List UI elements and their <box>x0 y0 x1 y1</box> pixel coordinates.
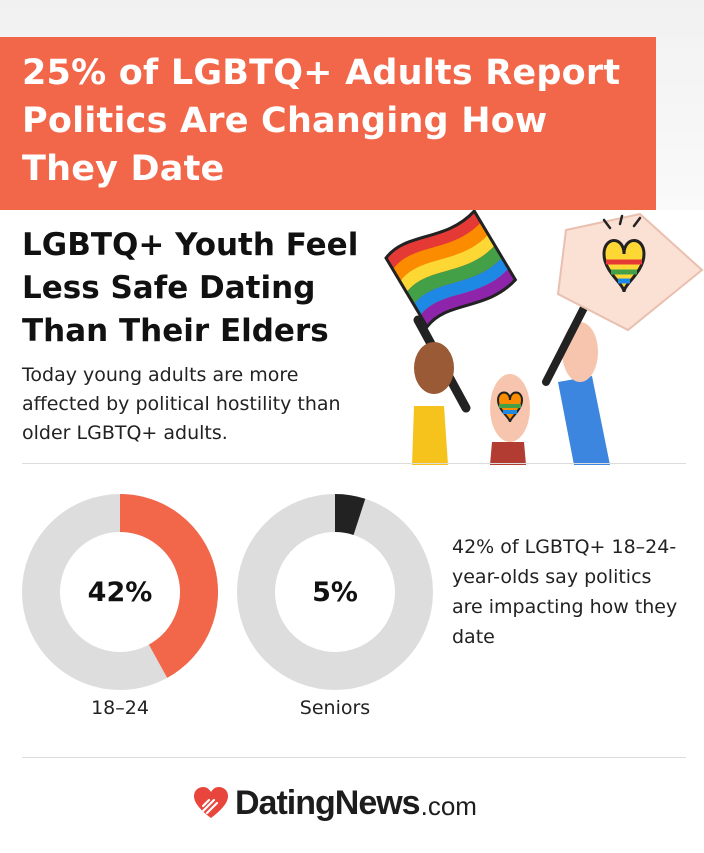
donut-value-label: 42% <box>87 576 153 608</box>
pride-illustration <box>384 210 704 465</box>
donut-slice-18-24 <box>119 494 218 678</box>
divider <box>22 463 686 464</box>
heart-logo-icon <box>194 787 228 818</box>
banner-title: 25% of LGBTQ+ Adults Report Politics Are… <box>22 53 621 189</box>
stat-caption: 42% of LGBTQ+ 18–24-year-olds say politi… <box>452 536 678 648</box>
donut-category-label: 18–24 <box>91 697 149 719</box>
rainbow-heart-icon <box>496 391 524 423</box>
divider <box>22 757 686 758</box>
donut-slice-seniors <box>334 494 366 536</box>
heart-sign-icon <box>556 212 704 332</box>
donut-chart-18-24: 42% <box>22 494 218 690</box>
section-subhead: Today young adults are more affected by … <box>22 364 341 444</box>
donut-chart-seniors: 5% <box>237 494 433 690</box>
brand-logo[interactable]: DatingNews .com <box>193 781 477 825</box>
donut-svg <box>22 494 218 690</box>
donut-value-label: 5% <box>312 576 358 608</box>
title-banner: 25% of LGBTQ+ Adults Report Politics Are… <box>0 37 656 210</box>
section-headline: LGBTQ+ Youth Feel Less Safe Dating Than … <box>22 227 359 349</box>
brand-name: DatingNews <box>235 783 421 822</box>
donut-category-label: Seniors <box>299 697 371 719</box>
brand-suffix: .com <box>420 790 477 821</box>
rainbow-flag-icon <box>384 210 518 413</box>
donut-svg <box>237 494 433 690</box>
